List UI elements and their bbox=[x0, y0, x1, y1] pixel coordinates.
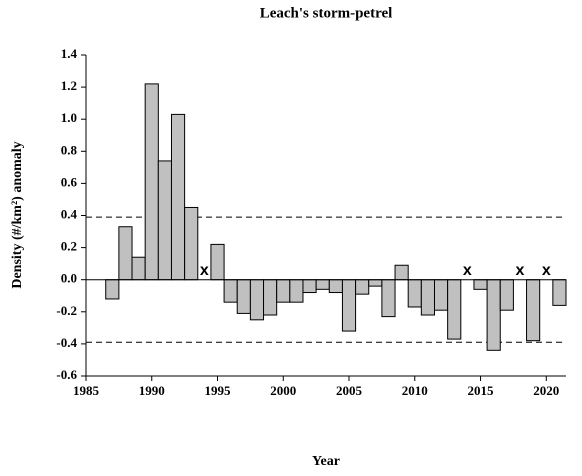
x-tick-label: 2000 bbox=[270, 383, 296, 398]
bar bbox=[118, 226, 133, 281]
missing-marker: x bbox=[516, 262, 525, 279]
bar bbox=[210, 243, 225, 281]
y-tick-label: 1.0 bbox=[61, 110, 77, 125]
y-tick-label: 0.4 bbox=[61, 206, 78, 221]
bar bbox=[223, 279, 238, 303]
y-tick-label: -0.4 bbox=[56, 335, 77, 350]
bar bbox=[394, 264, 409, 281]
bar bbox=[144, 83, 159, 281]
x-tick-label: 2005 bbox=[336, 383, 363, 398]
bar bbox=[433, 279, 449, 311]
bar bbox=[157, 160, 172, 281]
bar bbox=[105, 279, 120, 300]
bar bbox=[170, 113, 186, 281]
bar bbox=[407, 279, 422, 308]
x-tick-label: 2010 bbox=[402, 383, 428, 398]
bar bbox=[263, 279, 278, 316]
y-tick-label: 0.8 bbox=[61, 142, 78, 157]
bar bbox=[131, 256, 146, 281]
bar bbox=[499, 279, 514, 311]
chart-title: Leach's storm-petrel bbox=[260, 5, 393, 21]
missing-marker: x bbox=[463, 262, 472, 279]
y-tick-label: 0.6 bbox=[61, 174, 78, 189]
x-tick-label: 1995 bbox=[205, 383, 232, 398]
bar bbox=[355, 279, 370, 295]
bar bbox=[289, 279, 304, 303]
bar bbox=[486, 279, 501, 351]
y-tick-label: -0.2 bbox=[56, 303, 77, 318]
y-tick-label: 0.0 bbox=[61, 271, 77, 286]
bar bbox=[302, 279, 317, 294]
x-tick-label: 1990 bbox=[139, 383, 165, 398]
x-tick-label: 2020 bbox=[533, 383, 559, 398]
y-tick-label: 1.4 bbox=[61, 46, 78, 61]
bar bbox=[447, 279, 462, 340]
y-tick-label: 0.2 bbox=[61, 239, 77, 254]
bar bbox=[381, 279, 396, 318]
x-tick-label: 2015 bbox=[468, 383, 495, 398]
bar bbox=[276, 279, 291, 303]
bar bbox=[328, 279, 343, 294]
y-tick-label: -0.6 bbox=[56, 367, 77, 382]
bar bbox=[368, 279, 383, 287]
bar bbox=[236, 279, 251, 314]
bar bbox=[249, 279, 265, 321]
bar bbox=[526, 279, 541, 342]
y-tick-label: 1.2 bbox=[61, 78, 77, 93]
missing-marker: x bbox=[542, 262, 551, 279]
bar bbox=[341, 279, 357, 332]
missing-marker: x bbox=[200, 262, 209, 279]
bar bbox=[473, 279, 488, 290]
bar bbox=[315, 279, 330, 290]
x-tick-label: 1985 bbox=[73, 383, 100, 398]
x-axis-label: Year bbox=[312, 454, 340, 469]
bar bbox=[184, 206, 199, 281]
y-axis-label: Density (#/km²) anomaly bbox=[10, 141, 25, 288]
bar bbox=[420, 279, 435, 316]
bar bbox=[552, 279, 567, 306]
